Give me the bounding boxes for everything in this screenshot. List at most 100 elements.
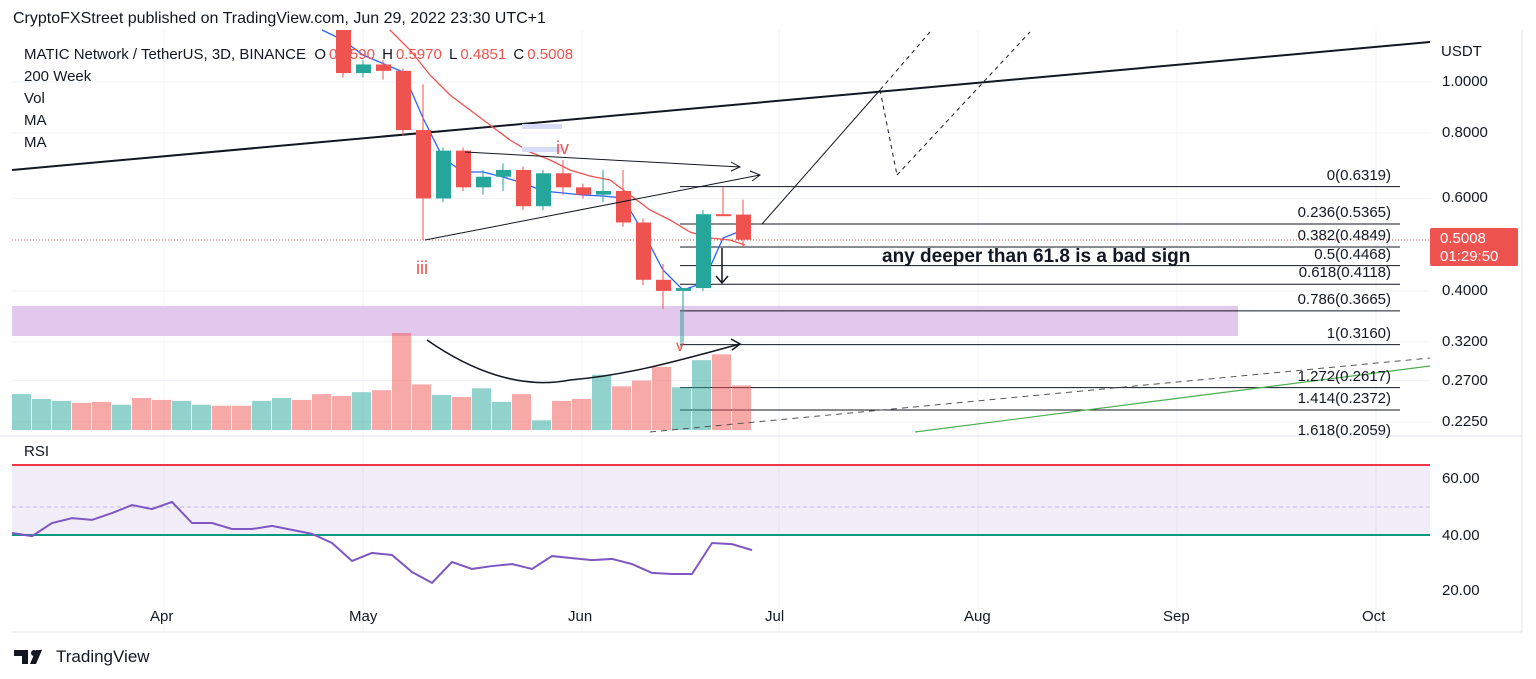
candle: [616, 169, 631, 227]
volume-bar: [712, 354, 731, 430]
candle-body: [436, 150, 451, 199]
projection-up: [761, 89, 881, 225]
candle: [736, 199, 751, 247]
ohlc-values: O 0.5590 H 0.5970 L 0.4851 C 0.5008: [314, 46, 574, 63]
down-arrow: [715, 248, 729, 285]
volume-bar: [372, 390, 391, 430]
candle: [396, 68, 411, 136]
volume-bar: [652, 366, 671, 430]
volume-bar: [492, 401, 511, 430]
volume-bar: [412, 384, 431, 430]
fib-level-label: 1.272(0.2617): [1297, 367, 1391, 385]
candle: [336, 30, 351, 78]
tradingview-logo[interactable]: TradingView: [14, 647, 150, 667]
price-tick: 0.2250: [1442, 413, 1488, 431]
volume-bar: [292, 399, 311, 430]
indicator-200-week[interactable]: 200 Week: [24, 68, 92, 85]
candle-body: [716, 214, 731, 217]
annotation-text: any deeper than 61.8 is a bad sign: [882, 246, 1191, 267]
time-tick: Sep: [1163, 608, 1190, 625]
drawings[interactable]: [424, 31, 1031, 384]
volume-bar: [92, 401, 111, 430]
time-tick: Aug: [964, 608, 991, 625]
candle-body: [616, 190, 631, 223]
dashed-trendline[interactable]: [649, 357, 1431, 433]
fib-retracement[interactable]: [680, 186, 1400, 411]
volume-bar: [572, 398, 591, 430]
rsi-tick: 40.00: [1442, 527, 1480, 544]
time-tick: Jun: [568, 608, 593, 625]
volume-curve-arrow: [426, 338, 742, 384]
volume-bar: [432, 395, 451, 430]
volume-bar: [252, 400, 271, 430]
volume-bar: [692, 360, 711, 430]
candle-body: [636, 222, 651, 280]
triangle-upper-arrow: [464, 151, 742, 172]
price-tick: 0.8000: [1442, 123, 1488, 141]
price-tick: 0.3200: [1442, 332, 1488, 350]
wave-label-iii: iii: [416, 258, 428, 278]
candle-body: [516, 169, 531, 207]
candle-body: [736, 214, 751, 240]
candle: [496, 163, 511, 191]
volume-bar: [272, 397, 291, 430]
label-box: [522, 147, 562, 152]
candle: [696, 210, 711, 291]
fib-level-label: 0.382(0.4849): [1297, 227, 1391, 245]
indicator-ma[interactable]: MA: [24, 112, 47, 129]
candle: [556, 160, 571, 195]
long-trendline[interactable]: [11, 41, 1431, 171]
volume-bar: [152, 399, 171, 430]
volume-bar: [632, 380, 651, 430]
indicator-ma[interactable]: MA: [24, 134, 47, 151]
candle: [576, 183, 591, 199]
candle: [456, 147, 471, 191]
triangle-lower-arrow: [424, 170, 762, 241]
wave-label-iv: iv: [556, 138, 569, 158]
price-tick: 1.0000: [1442, 73, 1488, 90]
candles: [336, 30, 751, 342]
200-week-ma-line: [914, 365, 1431, 433]
candle-body: [376, 64, 391, 71]
volume-bar: [392, 333, 411, 430]
fib-level-label: 0.618(0.4118): [1298, 264, 1391, 282]
candle: [596, 169, 611, 203]
tradingview-logo-icon: [14, 650, 42, 664]
label-box: [522, 124, 562, 129]
volume-bar: [672, 387, 691, 430]
candle-body: [336, 30, 351, 74]
fib-level-label: 1.618(0.2059): [1297, 422, 1391, 439]
indicator-vol[interactable]: Vol: [24, 90, 45, 107]
tradingview-wordmark: TradingView: [56, 647, 150, 666]
candle-body: [596, 190, 611, 195]
candle-body: [356, 64, 371, 74]
candle: [516, 166, 531, 211]
publish-header: CryptoFXStreet published on TradingView.…: [13, 10, 546, 27]
projection-dashed: [879, 31, 1031, 176]
candle: [656, 264, 671, 309]
candle-body: [476, 176, 491, 188]
time-tick: Jul: [765, 608, 785, 625]
wave-label-v: v: [676, 338, 684, 355]
candle-body: [456, 150, 471, 188]
volume-bar: [112, 404, 131, 430]
rsi-label[interactable]: RSI: [24, 443, 50, 460]
time-tick: Apr: [150, 608, 174, 625]
fib-level-label: 1.414(0.2372): [1297, 390, 1391, 408]
volume-bar: [732, 385, 751, 430]
rsi-tick: 20.00: [1442, 582, 1480, 599]
candle-body: [696, 214, 711, 289]
volume-bar: [132, 397, 151, 430]
candle-body: [556, 173, 571, 188]
candle-body: [416, 130, 431, 199]
candle-body: [676, 288, 691, 291]
price-tick: 0.4000: [1442, 281, 1488, 299]
time-tick: May: [349, 608, 378, 625]
symbol-title: MATIC Network / TetherUS, 3D, BINANCE: [24, 46, 307, 63]
candle: [356, 60, 371, 78]
volume-bar: [472, 388, 491, 430]
fib-level-label: 0.786(0.3665): [1297, 290, 1391, 308]
fib-level-label: 0.5(0.4468): [1314, 245, 1391, 263]
